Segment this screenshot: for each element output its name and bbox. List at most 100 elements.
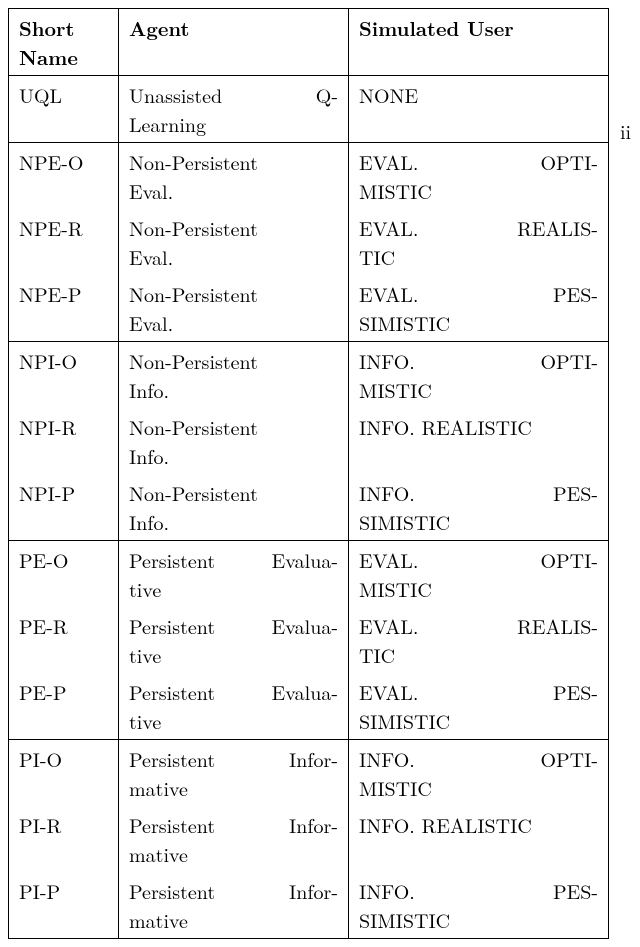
cell-agent-line2: Learning — [129, 109, 338, 138]
cell-short-name: NPE-R — [9, 209, 119, 275]
cell-short-name: PI-P — [9, 872, 119, 939]
cell-short-name: PE-O — [9, 541, 119, 608]
cell-user-line2: SIMISTIC — [359, 706, 598, 735]
cell-agent-line1: Non-Persistent — [129, 412, 338, 441]
cell-user-line2: SIMISTIC — [359, 507, 598, 536]
cell-agent-line2: Info. — [129, 375, 338, 404]
cell-agent: Persistent Infor-mative — [119, 872, 349, 939]
table-row: NPE-PNon-PersistentEval.EVAL. PES-SIMIST… — [9, 275, 609, 342]
cell-agent-line1: Non-Persistent — [129, 147, 338, 176]
cell-short-name: PE-P — [9, 673, 119, 740]
cell-short-name: NPE-O — [9, 143, 119, 210]
table-row: UQLUnassisted Q-LearningNONE — [9, 76, 609, 143]
cell-short-name: PE-R — [9, 607, 119, 673]
header-row: Short Name Agent Simulated User — [9, 9, 609, 76]
cell-user-line1: EVAL. REALIS- — [359, 213, 598, 242]
cell-agent-line2: tive — [129, 706, 338, 735]
cell-user-line1: EVAL. OPTI- — [359, 545, 598, 574]
cell-agent-line1: Non-Persistent — [129, 478, 338, 507]
cell-agent-line2: tive — [129, 574, 338, 603]
cell-user-line2: MISTIC — [359, 375, 598, 404]
table-row: NPE-ONon-PersistentEval.EVAL. OPTI-MISTI… — [9, 143, 609, 210]
cell-agent-line2: mative — [129, 773, 338, 802]
table-row: PI-PPersistent Infor-mativeINFO. PES-SIM… — [9, 872, 609, 939]
cell-simulated-user: INFO. PES-SIMISTIC — [349, 474, 609, 541]
cell-simulated-user: EVAL. OPTI-MISTIC — [349, 541, 609, 608]
cell-user-line1: EVAL. REALIS- — [359, 611, 598, 640]
cell-simulated-user: INFO. PES-SIMISTIC — [349, 872, 609, 939]
cell-simulated-user: INFO. REALISTIC — [349, 408, 609, 474]
table-row: PI-R Persistent Infor-mative INFO. REALIST… — [9, 806, 609, 872]
margin-fragment: ii — [620, 116, 631, 145]
cell-agent-line1: Persistent Infor- — [129, 744, 338, 773]
cell-short-name: PI-R — [9, 806, 119, 872]
cell-user-line1: INFO. REALISTIC — [359, 412, 598, 441]
cell-agent: Non-PersistentInfo. — [119, 342, 349, 409]
cell-user-line2: TIC — [359, 242, 598, 271]
cell-agent: Persistent Evalua-tive — [119, 607, 349, 673]
cell-user-line1: EVAL. PES- — [359, 279, 598, 308]
cell-agent-line1: Non-Persistent — [129, 279, 338, 308]
cell-user-line2: TIC — [359, 640, 598, 669]
table-row: NPE-R Non-PersistentEval. EVAL. REALIS-TIC — [9, 209, 609, 275]
cell-user-line2: MISTIC — [359, 574, 598, 603]
cell-agent-line2: tive — [129, 640, 338, 669]
cell-agent-line2: mative — [129, 839, 338, 868]
cell-simulated-user: INFO. REALISTIC — [349, 806, 609, 872]
cell-agent-line1: Persistent Infor- — [129, 876, 338, 905]
cell-agent: Non-PersistentInfo. — [119, 474, 349, 541]
table-row: PI-OPersistent Infor-mativeINFO. OPTI-MI… — [9, 740, 609, 807]
table-row: PE-RPersistent Evalua-tiveEVAL. REALIS-T… — [9, 607, 609, 673]
cell-simulated-user: NONE — [349, 76, 609, 143]
cell-agent-line1: Persistent Infor- — [129, 810, 338, 839]
cell-agent-line1: Non-Persistent — [129, 346, 338, 375]
cell-agent-line2: Info. — [129, 441, 338, 470]
cell-user-line1: INFO. OPTI- — [359, 346, 598, 375]
cell-agent-line1: Non-Persistent — [129, 213, 338, 242]
cell-agent: Non-PersistentInfo. — [119, 408, 349, 474]
header-simulated-user: Simulated User — [349, 9, 609, 76]
cell-agent-line1: Persistent Evalua- — [129, 677, 338, 706]
table-body: UQLUnassisted Q-LearningNONENPE-ONon-Per… — [9, 76, 609, 939]
cell-agent-line2: Eval. — [129, 176, 338, 205]
cell-user-line2: SIMISTIC — [359, 308, 598, 337]
cell-agent-line2: Eval. — [129, 242, 338, 271]
cell-agent: Persistent Evalua-tive — [119, 673, 349, 740]
cell-agent: Persistent Infor-mative — [119, 740, 349, 807]
cell-simulated-user: EVAL. PES-SIMISTIC — [349, 275, 609, 342]
cell-simulated-user: EVAL. REALIS-TIC — [349, 607, 609, 673]
cell-user-line2: MISTIC — [359, 773, 598, 802]
cell-user-line2: SIMISTIC — [359, 905, 598, 934]
cell-user-line1: INFO. OPTI- — [359, 744, 598, 773]
cell-user-line1: NONE — [359, 80, 598, 109]
cell-user-line1: INFO. REALISTIC — [359, 810, 598, 839]
cell-user-line1: EVAL. OPTI- — [359, 147, 598, 176]
cell-short-name: UQL — [9, 76, 119, 143]
agents-table: Short Name Agent Simulated User UQLUnass… — [8, 8, 609, 939]
cell-simulated-user: INFO. OPTI-MISTIC — [349, 740, 609, 807]
cell-agent-line2: Eval. — [129, 308, 338, 337]
cell-short-name: NPI-P — [9, 474, 119, 541]
cell-user-line1: INFO. PES- — [359, 876, 598, 905]
cell-agent: Non-PersistentEval. — [119, 275, 349, 342]
cell-agent: Persistent Evalua-tive — [119, 541, 349, 608]
cell-agent: Non-PersistentEval. — [119, 143, 349, 210]
cell-simulated-user: INFO. OPTI-MISTIC — [349, 342, 609, 409]
cell-agent-line1: Persistent Evalua- — [129, 545, 338, 574]
header-agent: Agent — [119, 9, 349, 76]
cell-agent-line1: Unassisted Q- — [129, 80, 338, 109]
cell-user-line2: MISTIC — [359, 176, 598, 205]
header-short-name: Short Name — [9, 9, 119, 76]
table-row: PE-PPersistent Evalua-tiveEVAL. PES-SIMI… — [9, 673, 609, 740]
table-row: NPI-RNon-PersistentInfo.INFO. REALISTIC — [9, 408, 609, 474]
page-wrap: Short Name Agent Simulated User UQLUnass… — [8, 8, 632, 939]
cell-simulated-user: EVAL. OPTI-MISTIC — [349, 143, 609, 210]
cell-agent-line2: mative — [129, 905, 338, 934]
cell-short-name: PI-O — [9, 740, 119, 807]
header-short-name-l1: Short — [19, 13, 108, 42]
cell-short-name: NPI-R — [9, 408, 119, 474]
cell-user-line1: INFO. PES- — [359, 478, 598, 507]
cell-simulated-user: EVAL. REALIS-TIC — [349, 209, 609, 275]
cell-agent-line2: Info. — [129, 507, 338, 536]
cell-agent: Unassisted Q-Learning — [119, 76, 349, 143]
